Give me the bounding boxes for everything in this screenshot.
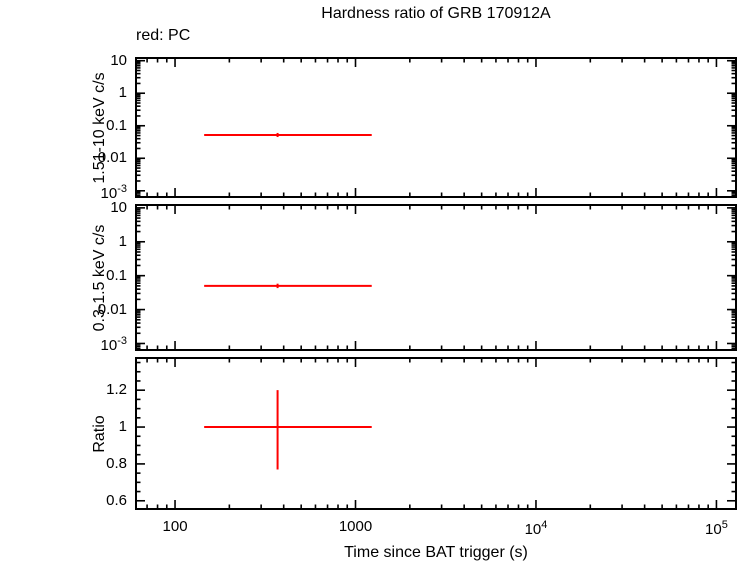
- plot-title: Hardness ratio of GRB 170912A: [321, 5, 551, 22]
- panel-frame: [135, 357, 737, 510]
- y-tick-label: 0.01: [97, 300, 127, 318]
- panel-hardness-ratio: [135, 357, 737, 510]
- y-tick-label: 0.8: [106, 454, 127, 472]
- panel-frame: [135, 57, 737, 198]
- x-tick-label: 100: [162, 518, 188, 535]
- x-tick-label: 1000: [338, 518, 373, 535]
- y-tick-label: 0.1: [106, 266, 127, 284]
- x-tick-label: 105: [705, 519, 728, 538]
- panel-soft-band-count-rate: [135, 204, 737, 351]
- x-axis-label: Time since BAT trigger (s): [344, 544, 528, 561]
- y-tick-label: 10-3: [100, 182, 127, 202]
- y-tick-label: 1: [118, 418, 127, 436]
- y-tick-label: 10-3: [100, 335, 127, 355]
- y-tick-label: 1: [118, 232, 127, 250]
- mode-legend: red: PC: [136, 27, 191, 44]
- panel-hard-band-count-rate: [135, 57, 737, 198]
- y-tick-label: 0.01: [97, 149, 127, 167]
- y-tick-label: 0.6: [106, 491, 127, 509]
- panel-frame: [135, 204, 737, 351]
- y-tick-label: 1.2: [106, 381, 127, 399]
- y-tick-label: 10: [110, 51, 127, 69]
- y-tick-label: 0.1: [106, 116, 127, 134]
- y-tick-label: 10: [110, 198, 127, 216]
- y-tick-label: 1: [118, 84, 127, 102]
- x-tick-label: 104: [524, 519, 548, 538]
